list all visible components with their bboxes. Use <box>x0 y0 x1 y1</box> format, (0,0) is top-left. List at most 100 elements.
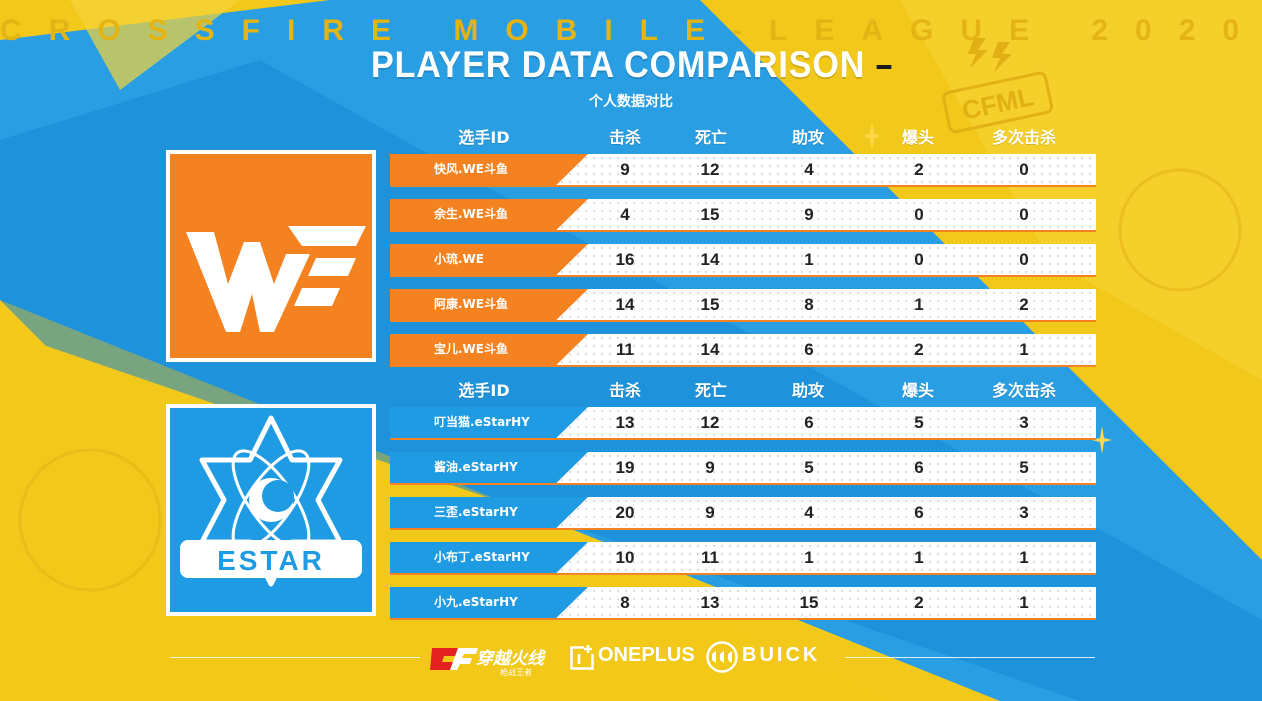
kills-value: 9 <box>620 160 630 179</box>
multi-kills-value: 0 <box>1019 250 1029 269</box>
table-row: 酱油.eStarHY 19 9 5 6 5 <box>390 452 1096 485</box>
sponsor-oneplus: ONEPLUS <box>598 644 695 666</box>
player-name: 三歪.eStarHY <box>390 497 588 528</box>
table-row: 三歪.eStarHY 20 9 4 6 3 <box>390 497 1096 530</box>
table-row: 快风.WE斗鱼 9 12 4 2 0 <box>390 154 1096 187</box>
multi-kills-value: 0 <box>1019 160 1029 179</box>
header-assists: 助攻 <box>791 381 825 400</box>
multi-kills-value: 1 <box>1019 548 1029 567</box>
page-subtitle: 个人数据对比 <box>589 94 673 110</box>
sparkle-icon <box>862 122 882 150</box>
deaths-value: 11 <box>701 548 719 567</box>
footer-divider-left <box>170 657 420 658</box>
header-kills: 击杀 <box>608 381 642 400</box>
table-row: 余生.WE斗鱼 4 15 9 0 0 <box>390 199 1096 232</box>
deaths-value: 12 <box>700 413 720 432</box>
deaths-value: 9 <box>705 458 715 477</box>
header-deaths: 死亡 <box>694 128 728 147</box>
league-watermark: CROSSFIRE MOBILE-LEAGUE 2020 <box>0 14 1262 47</box>
headshots-value: 1 <box>914 295 924 314</box>
multi-kills-value: 3 <box>1019 413 1029 432</box>
table-row: 叮当猫.eStarHY 13 12 6 5 3 <box>390 407 1096 440</box>
player-name: 余生.WE斗鱼 <box>390 199 588 230</box>
headshots-value: 0 <box>914 205 924 224</box>
player-name: 宝儿.WE斗鱼 <box>390 334 588 365</box>
sponsor-crossfire-sub: 枪战王者 <box>500 668 532 677</box>
headshots-value: 6 <box>914 503 924 522</box>
oneplus-logo-icon <box>570 644 594 670</box>
deaths-value: 15 <box>700 205 720 224</box>
headshots-value: 1 <box>914 548 924 567</box>
team-logo-we: WE <box>166 150 376 362</box>
page-title: PLAYER DATA COMPARISON <box>50 44 1211 86</box>
kills-value: 16 <box>615 250 635 269</box>
kills-value: 8 <box>620 593 630 612</box>
kills-value: 4 <box>620 205 630 224</box>
table-row: 小琉.WE 16 14 1 0 0 <box>390 244 1096 277</box>
sponsor-crossfire-logo: 穿越火线 枪战王者 <box>430 638 560 682</box>
table-row: 小九.eStarHY 8 13 15 2 1 <box>390 587 1096 620</box>
estar-logo-icon: ESTAR <box>180 415 362 587</box>
assists-value: 1 <box>804 548 814 567</box>
header-kills: 击杀 <box>608 128 642 147</box>
headshots-value: 2 <box>914 593 924 612</box>
kills-value: 11 <box>616 340 634 359</box>
table-row: 宝儿.WE斗鱼 11 14 6 2 1 <box>390 334 1096 367</box>
multi-kills-value: 5 <box>1019 458 1029 477</box>
kills-value: 14 <box>615 295 635 314</box>
table-row: 小布丁.eStarHY 10 11 1 1 1 <box>390 542 1096 575</box>
assists-value: 6 <box>804 413 814 432</box>
assists-value: 4 <box>804 160 814 179</box>
headshots-value: 5 <box>914 413 924 432</box>
kills-value: 10 <box>615 548 635 567</box>
header-headshots: 爆头 <box>901 128 935 147</box>
assists-value: 8 <box>804 295 814 314</box>
sponsor-crossfire-name: 穿越火线 <box>476 649 544 669</box>
header-player-id: 选手ID <box>458 128 510 147</box>
sponsor-buick: BUICK <box>742 644 821 666</box>
assists-value: 9 <box>804 205 814 224</box>
assists-value: 1 <box>804 250 814 269</box>
player-name: 叮当猫.eStarHY <box>390 407 588 438</box>
svg-text:WE: WE <box>170 154 172 155</box>
kills-value: 13 <box>615 413 635 432</box>
player-name: 小琉.WE <box>390 244 588 275</box>
svg-text:ESTAR: ESTAR <box>217 545 325 576</box>
estar-column-headers: 选手ID 击杀 死亡 助攻 爆头 多次击杀 <box>0 377 1262 403</box>
headshots-value: 0 <box>914 250 924 269</box>
we-player-table: 快风.WE斗鱼 9 12 4 2 0 余生.WE斗鱼 4 15 9 0 0 小琉… <box>390 154 1096 379</box>
multi-kills-value: 1 <box>1019 593 1029 612</box>
header-multi-kills: 多次击杀 <box>991 128 1057 147</box>
cfml-badge-icon: CFML <box>942 38 1054 134</box>
sparkle-icon <box>1092 426 1112 454</box>
multi-kills-value: 3 <box>1019 503 1029 522</box>
buick-logo-icon <box>706 641 738 673</box>
team-logo-estar: ESTAR <box>166 404 376 616</box>
headshots-value: 2 <box>914 160 924 179</box>
kills-value: 20 <box>615 503 635 522</box>
deaths-value: 13 <box>700 593 720 612</box>
multi-kills-value: 0 <box>1019 205 1029 224</box>
table-row: 阿康.WE斗鱼 14 15 8 1 2 <box>390 289 1096 322</box>
assists-value: 4 <box>804 503 814 522</box>
header-deaths: 死亡 <box>694 381 728 400</box>
headshots-value: 2 <box>914 340 924 359</box>
header-assists: 助攻 <box>791 128 825 147</box>
player-name: 小布丁.eStarHY <box>390 542 588 573</box>
footer-divider-right <box>845 657 1095 658</box>
deaths-value: 14 <box>700 250 720 269</box>
header-headshots: 爆头 <box>901 381 935 400</box>
headshots-value: 6 <box>914 458 924 477</box>
we-column-headers: 选手ID 击杀 死亡 助攻 爆头 多次击杀 <box>0 124 1262 150</box>
we-logo-icon: WE <box>170 154 366 332</box>
multi-kills-value: 1 <box>1019 340 1029 359</box>
deaths-value: 12 <box>700 160 720 179</box>
deaths-value: 14 <box>700 340 720 359</box>
player-name: 小九.eStarHY <box>390 587 588 618</box>
multi-kills-value: 2 <box>1019 295 1029 314</box>
deaths-value: 15 <box>700 295 720 314</box>
assists-value: 5 <box>804 458 814 477</box>
deaths-value: 9 <box>705 503 715 522</box>
player-name: 阿康.WE斗鱼 <box>390 289 588 320</box>
assists-value: 6 <box>804 340 814 359</box>
